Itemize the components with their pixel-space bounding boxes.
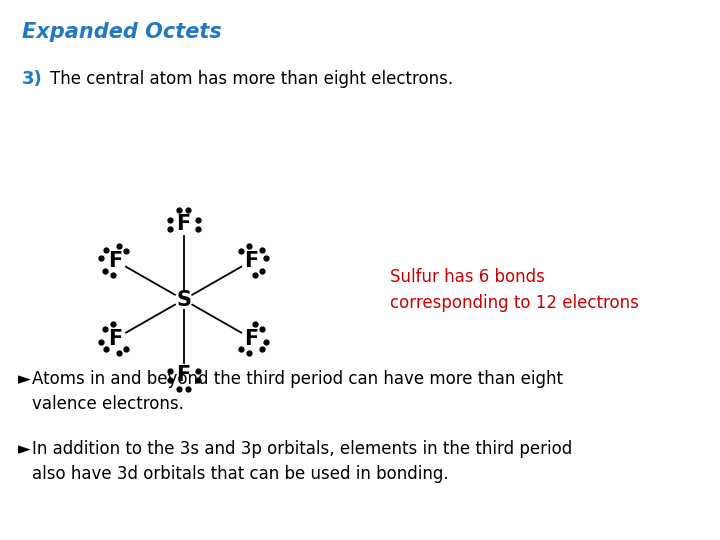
Text: The central atom has more than eight electrons.: The central atom has more than eight ele… [50,70,453,88]
Text: ►: ► [18,370,31,388]
Text: S: S [176,289,191,310]
Text: F: F [245,251,258,271]
Text: F: F [245,328,258,349]
Text: 3): 3) [22,70,42,88]
Text: Sulfur has 6 bonds
corresponding to 12 electrons: Sulfur has 6 bonds corresponding to 12 e… [390,267,639,312]
Text: F: F [109,251,122,271]
Text: F: F [109,328,122,349]
Text: ►: ► [18,440,31,458]
Text: Expanded Octets: Expanded Octets [22,22,222,42]
Text: F: F [176,365,191,386]
Text: Atoms in and beyond the third period can have more than eight
valence electrons.: Atoms in and beyond the third period can… [32,370,563,413]
Text: In addition to the 3s and 3p orbitals, elements in the third period
also have 3d: In addition to the 3s and 3p orbitals, e… [32,440,572,483]
Text: F: F [176,214,191,234]
